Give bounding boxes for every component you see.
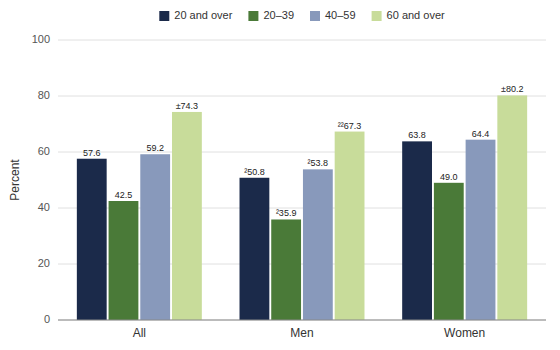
data-labels: 57.6 ²50.8 63.8 42.5 ²35.9 49.0 59.2 ²53.8 64.4 ±… [83, 84, 523, 218]
legend-swatch [310, 11, 320, 21]
x-tick-label: Women [444, 326, 485, 340]
legend-label: 40–59 [325, 9, 356, 21]
legend-label: 20–39 [263, 9, 294, 21]
legend-swatch [159, 11, 169, 21]
bar [335, 132, 365, 320]
data-label: 57.6 [83, 148, 101, 158]
legend-swatch [372, 11, 382, 21]
data-label: 49.0 [440, 172, 458, 182]
y-tick-label: 40 [38, 201, 50, 213]
legend: 20 and over 20–39 40–59 60 and over [159, 9, 445, 21]
y-tick-label: 60 [38, 145, 50, 157]
data-label: 63.8 [408, 130, 426, 140]
data-label: ²50.8 [244, 167, 265, 177]
bar [466, 140, 496, 320]
data-label: 42.5 [115, 190, 133, 200]
y-tick-label: 80 [38, 89, 50, 101]
x-tick-label: All [133, 326, 146, 340]
grid-line [58, 320, 546, 321]
bar [109, 201, 139, 320]
x-axis-line [58, 320, 546, 321]
legend-label: 20 and over [174, 9, 232, 21]
bar [140, 154, 170, 320]
grid-line [58, 96, 546, 97]
y-tick-label: 100 [32, 33, 50, 45]
data-label: ²53.8 [308, 158, 329, 168]
y-axis-label: Percent [8, 159, 22, 201]
legend-label: 60 and over [387, 9, 445, 21]
bars [77, 95, 527, 320]
data-label: ²²67.3 [338, 121, 362, 131]
chart: 0 20 40 60 80 100 Percent 57.6 ²50.8 63.8 42.5 ²35.… [0, 0, 560, 350]
bar [77, 159, 107, 320]
grid-line [58, 40, 546, 41]
legend-swatch [248, 11, 258, 21]
data-label: ±74.3 [176, 101, 198, 111]
grid [58, 40, 546, 320]
bar [434, 183, 464, 320]
y-tick-label: 0 [44, 313, 50, 325]
bar [402, 141, 432, 320]
data-label: 59.2 [146, 143, 164, 153]
data-label: ²35.9 [276, 208, 297, 218]
bar [497, 95, 527, 320]
bar [303, 169, 333, 320]
data-label: ±80.2 [501, 84, 523, 94]
bar [172, 112, 202, 320]
data-label: 64.4 [472, 129, 490, 139]
y-tick-label: 20 [38, 257, 50, 269]
bar [271, 219, 301, 320]
bar [240, 178, 270, 320]
x-tick-label: Men [290, 326, 313, 340]
